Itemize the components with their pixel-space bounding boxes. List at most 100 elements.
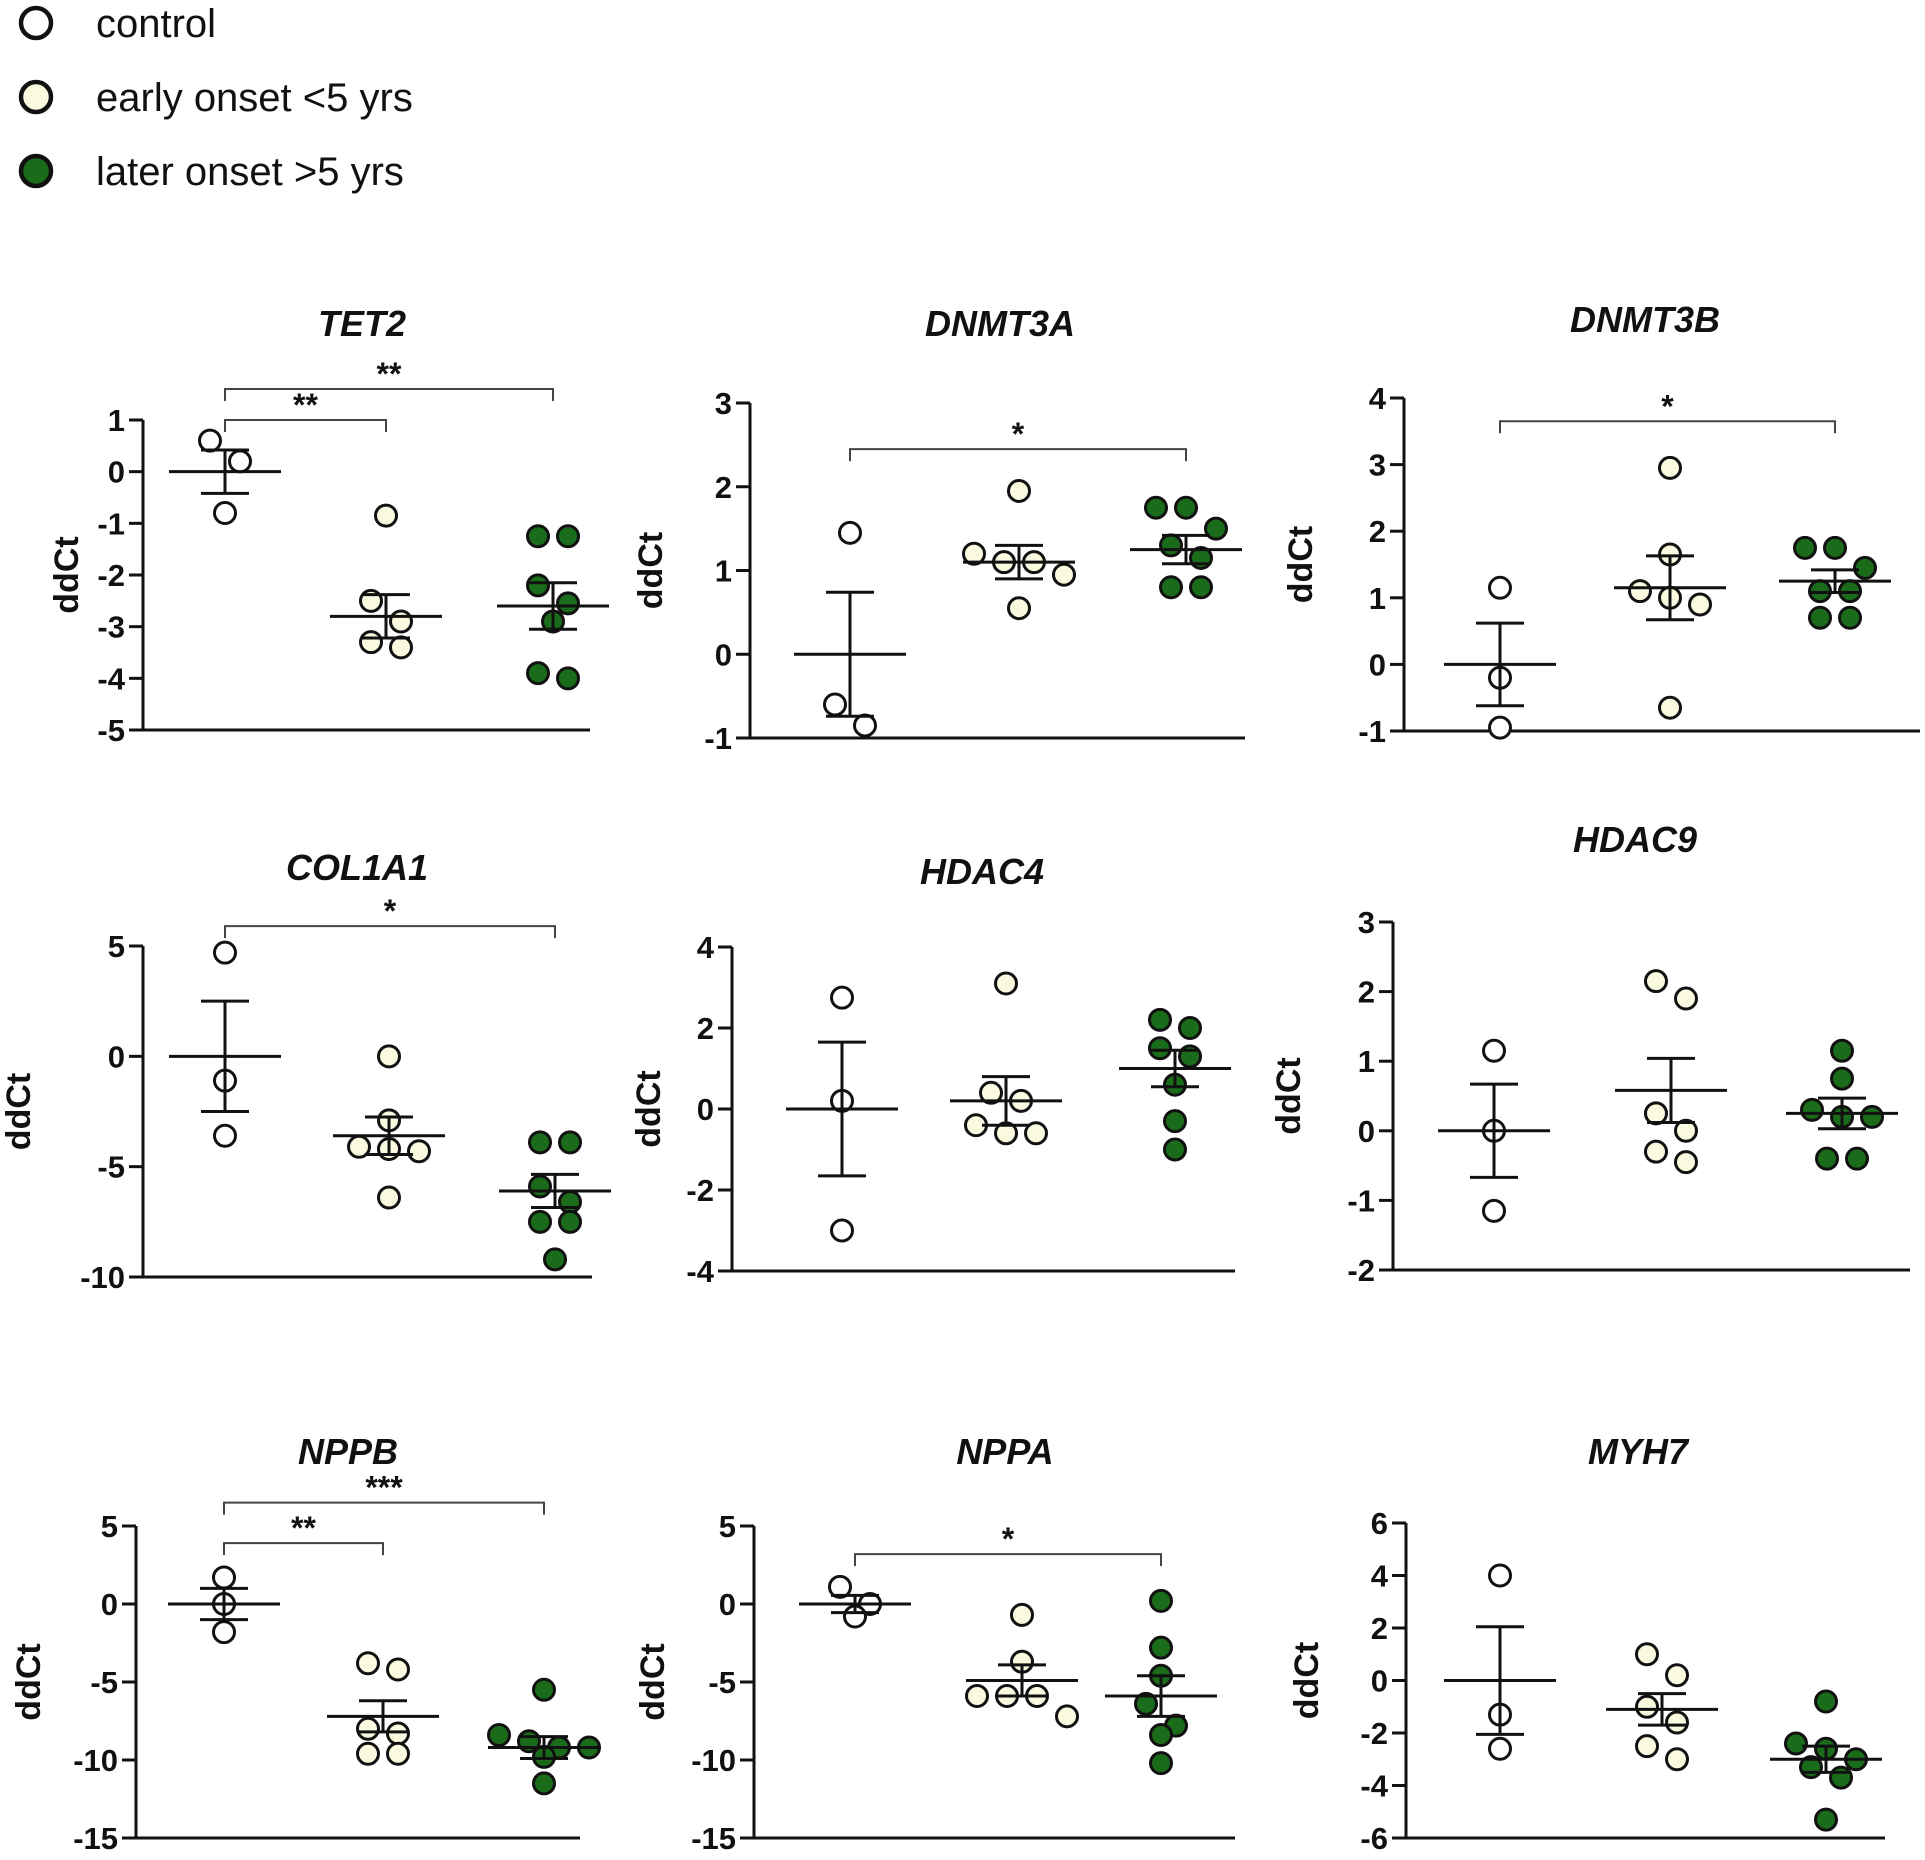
significance-label: *** [365,1470,403,1506]
data-point [1174,495,1198,520]
data-point [1024,1121,1048,1146]
y-tick-label: 1 [715,554,732,589]
y-tick-label: -15 [73,1821,118,1856]
y-tick-label: 2 [715,470,732,505]
legend-label-later-onset: later onset >5 yrs [96,150,404,194]
legend-marker-control [18,5,54,41]
data-point [556,524,580,549]
data-point [389,635,413,660]
data-point [1148,1036,1172,1061]
panel-hdac4: HDAC4 ddCt 4 2 0 -2 -4 [630,851,1235,1289]
y-tick-label: -2 [1360,1716,1388,1751]
y-tick-label: 6 [1371,1506,1388,1541]
y-axis-label: ddCt [0,1073,38,1150]
y-tick-label: -4 [97,661,125,696]
panel-title: TET2 [318,303,406,344]
data-point [556,666,580,691]
data-point [407,1139,431,1164]
data-point [1149,1588,1173,1613]
y-tick-label: 2 [697,1011,714,1046]
data-point [1845,1146,1869,1171]
y-tick-label: 5 [101,1509,118,1544]
data-point [386,1741,410,1766]
data-point [1674,1118,1698,1143]
y-tick-label: 0 [697,1092,714,1127]
panel-col1a1: COL1A1 ddCt 5 0 -5 -10 * [0,847,611,1295]
data-point [1189,575,1213,600]
y-tick-label: 3 [715,386,732,421]
y-tick-label: -2 [1347,1253,1375,1288]
y-tick-label: 0 [1358,1114,1375,1149]
data-point [356,1741,380,1766]
data-point [386,1657,410,1682]
data-point [1665,1710,1689,1735]
y-tick-label: -10 [691,1743,736,1778]
panel-title: NPPA [956,1431,1053,1472]
y-tick-label: 4 [697,930,715,965]
data-point [1665,1663,1689,1688]
data-point [558,1130,582,1155]
data-point [213,940,237,965]
data-point [1159,533,1183,558]
data-point [213,501,237,525]
significance-bracket [849,448,1187,462]
legend-marker-later-onset [18,153,54,189]
data-point [377,1044,401,1069]
data-point [528,1130,552,1155]
significance-bracket [1499,420,1836,434]
data-point [1052,562,1076,587]
data-point [528,1209,552,1234]
data-point [1830,1066,1854,1091]
data-point [1860,1104,1884,1129]
panel-myh7: MYH7 ddCt 6 4 2 0 -2 -4 -6 [1288,1431,1885,1856]
data-point [1635,1694,1659,1719]
legend-label-control: control [96,2,216,46]
data-point [1204,516,1228,541]
panel-hdac9: HDAC9 ddCt 3 2 1 0 -1 -2 [1270,819,1910,1288]
y-tick-label: -4 [1360,1769,1388,1804]
data-point [830,1218,854,1243]
data-point [1815,1146,1839,1171]
data-point [828,1574,852,1599]
data-point [1488,1736,1512,1761]
y-tick-label: -6 [1360,1821,1388,1856]
data-point [1644,969,1668,994]
data-point [386,1721,410,1746]
y-tick-label: 0 [1369,647,1386,682]
y-tick-label: -5 [97,1150,125,1185]
panel-tet2: TET2 ddCt 1 0 -1 -2 -3 -4 -5 ** ** [48,303,609,748]
data-point [1488,575,1512,600]
legend-item-control: control [18,2,216,46]
legend-item-later-onset: later onset >5 yrs [18,150,404,194]
data-point [374,503,398,528]
data-point [823,692,847,717]
panel-dnmt3b: DNMT3B ddCt 4 3 2 1 0 -1 * [1282,299,1920,749]
y-tick-label: 0 [108,1039,125,1074]
data-point [1149,1751,1173,1776]
data-point [526,661,550,686]
data-point [212,1565,236,1590]
y-tick-label: 1 [1358,1044,1375,1079]
data-point [1628,579,1652,604]
data-point [965,1684,989,1709]
y-tick-label: 0 [1371,1664,1388,1699]
data-point [1814,1807,1838,1832]
significance-bracket [224,419,387,432]
data-point [1148,1007,1172,1032]
data-point [1800,1097,1824,1122]
data-point [1838,605,1862,630]
significance-label: * [1002,1521,1015,1557]
data-point [1010,1602,1034,1627]
data-point [1635,1642,1659,1667]
y-tick-label: 3 [1358,905,1375,940]
data-point [962,541,986,566]
significance-bracket [223,1542,384,1556]
data-point [1814,1689,1838,1714]
data-point [526,524,550,549]
data-point [1159,575,1183,600]
panel-title: DNMT3A [925,303,1075,344]
y-tick-label: 3 [1369,448,1386,483]
y-axis-label: ddCt [10,1643,48,1720]
